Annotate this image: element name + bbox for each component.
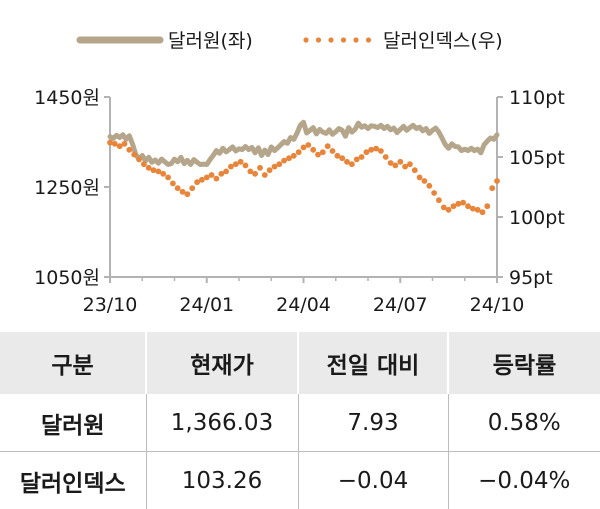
legend-swatch-dot	[328, 37, 333, 42]
data-point	[252, 171, 258, 177]
data-point	[165, 175, 171, 181]
exchange-rate-chart: 달러원(좌) 달러인덱스(우) 23/10 24/01 24/04 24/07 24/10…	[0, 0, 600, 330]
data-point	[291, 153, 297, 159]
legend-item: 달러원(좌)	[80, 30, 253, 52]
data-point	[480, 209, 486, 215]
data-point	[267, 167, 273, 173]
row-label-usdkrw: 달러원	[0, 394, 146, 452]
header-category: 구분	[0, 332, 146, 394]
legend-swatch-dot	[303, 37, 308, 42]
data-point	[141, 161, 147, 167]
data-point	[223, 169, 229, 175]
y-left-tick-label: 1050원	[34, 267, 100, 289]
legend-swatch-dot	[353, 37, 358, 42]
data-point	[339, 155, 345, 161]
cell-change-rate: 0.58%	[448, 394, 600, 452]
legend-label: 달러원(좌)	[168, 30, 253, 52]
data-point	[422, 178, 428, 184]
data-point	[489, 185, 495, 191]
legend-swatch-dot	[316, 37, 321, 42]
data-point	[238, 159, 244, 165]
cell-change: 7.93	[298, 394, 448, 452]
data-point	[378, 148, 384, 154]
legend-swatch-dot	[366, 37, 371, 42]
data-point	[126, 147, 132, 153]
data-point	[257, 165, 263, 171]
chart-axes: 23/10 24/01 24/04 24/07 24/10 1450원 1250원 1050원…	[34, 87, 565, 316]
data-point	[426, 183, 432, 189]
data-point	[189, 185, 195, 191]
legend-swatch-dot	[341, 37, 346, 42]
y-right-tick-label: 95pt	[509, 267, 553, 289]
data-point	[151, 167, 157, 173]
chart-legend: 달러원(좌) 달러인덱스(우)	[80, 30, 503, 52]
data-point	[122, 141, 128, 147]
data-point	[460, 200, 466, 206]
data-point	[494, 178, 500, 184]
data-point	[136, 157, 142, 163]
header-current-price: 현재가	[146, 332, 298, 394]
data-point	[330, 148, 336, 154]
data-point	[431, 190, 437, 196]
data-point	[349, 161, 355, 167]
data-point	[170, 181, 176, 187]
row-label-dollar-index: 달러인덱스	[0, 452, 146, 509]
cell-change: −0.04	[298, 452, 448, 509]
data-point	[160, 171, 166, 177]
cell-current-price: 103.26	[146, 452, 298, 509]
data-point	[185, 191, 191, 197]
data-point	[262, 172, 268, 178]
data-point	[305, 142, 311, 148]
header-change: 전일 대비	[298, 332, 448, 394]
data-point	[393, 163, 399, 169]
table-header-row: 구분 현재가 전일 대비 등락률	[0, 332, 600, 394]
data-point	[407, 161, 413, 167]
y-left-tick-label: 1450원	[34, 87, 100, 109]
data-point	[368, 147, 374, 153]
data-point	[397, 159, 403, 165]
y-right-tick-label: 105pt	[509, 147, 565, 169]
data-point	[296, 149, 302, 155]
cell-change-rate: −0.04%	[448, 452, 600, 509]
x-tick-label: 24/07	[373, 294, 428, 316]
data-point	[310, 147, 316, 153]
data-point	[325, 143, 331, 149]
x-tick-label: 23/10	[83, 294, 138, 316]
legend-label: 달러인덱스(우)	[383, 30, 503, 52]
table-row: 달러원 1,366.03 7.93 0.58%	[0, 394, 600, 452]
x-tick-label: 24/04	[276, 294, 331, 316]
data-point	[131, 152, 137, 158]
data-point	[446, 207, 452, 213]
series-line-usdkrw	[110, 122, 497, 164]
x-tick-label: 24/10	[470, 294, 525, 316]
chart-series	[107, 122, 500, 215]
y-right-tick-label: 110pt	[509, 87, 565, 109]
data-point	[412, 167, 418, 173]
data-point	[276, 161, 282, 167]
data-point	[484, 203, 490, 209]
data-point	[436, 197, 442, 203]
data-point	[209, 172, 215, 178]
legend-item: 달러인덱스(우)	[303, 30, 502, 52]
data-point	[359, 154, 365, 160]
data-point	[417, 175, 423, 181]
cell-current-price: 1,366.03	[146, 394, 298, 452]
y-left-tick-label: 1250원	[34, 177, 100, 199]
table-row: 달러인덱스 103.26 −0.04 −0.04%	[0, 452, 600, 509]
data-point	[214, 176, 220, 182]
quote-table: 구분 현재가 전일 대비 등락률 달러원 1,366.03 7.93 0.58%…	[0, 332, 600, 509]
series-dots-dollar-index	[107, 140, 500, 215]
data-point	[383, 154, 389, 160]
data-point	[175, 185, 181, 191]
header-change-rate: 등락률	[448, 332, 600, 394]
y-right-tick-label: 100pt	[509, 207, 565, 229]
data-point	[243, 163, 249, 169]
data-point	[320, 149, 326, 155]
x-tick-label: 24/01	[179, 294, 234, 316]
data-point	[470, 206, 476, 212]
